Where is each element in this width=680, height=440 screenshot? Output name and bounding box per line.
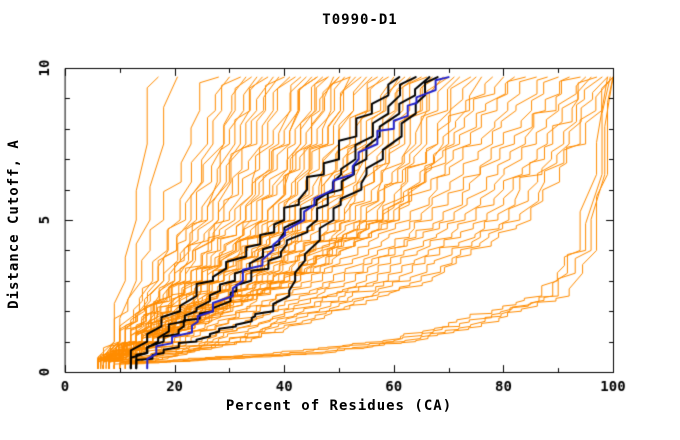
x-axis-label: Percent of Residues (CA) xyxy=(225,398,453,414)
chart-title: T0990-D1 xyxy=(322,12,398,28)
y-axis-label: Distance Cutoff, A xyxy=(6,139,22,309)
